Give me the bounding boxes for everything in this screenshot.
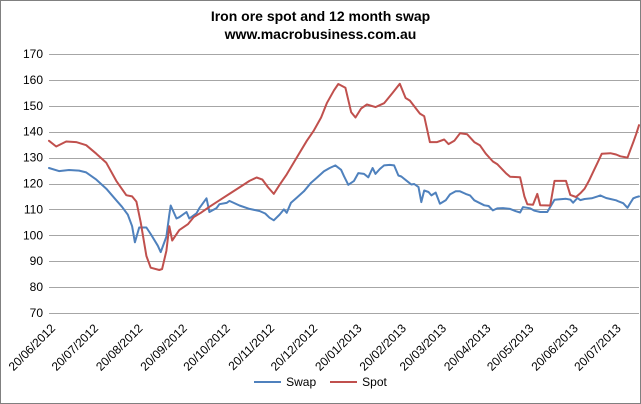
x-tick-label: 20/05/2013 <box>484 321 537 374</box>
swap-line-swatch <box>254 381 282 383</box>
y-tick-label: 160 <box>23 73 43 87</box>
y-axis-labels: 70 80 90 100 110 120 130 140 150 160 170 <box>23 47 43 320</box>
y-tick-label: 170 <box>23 47 43 61</box>
y-tick-label: 150 <box>23 99 43 113</box>
y-tick-label: 140 <box>23 125 43 139</box>
legend-label-spot: Spot <box>362 375 387 389</box>
y-tick-label: 100 <box>23 228 43 242</box>
y-tick-label: 70 <box>30 306 44 320</box>
spot-line <box>48 82 640 271</box>
y-tick-label: 90 <box>30 254 44 268</box>
x-tick-label: 20/12/2012 <box>268 321 321 374</box>
legend-label-swap: Swap <box>286 375 317 389</box>
x-axis-labels: 20/06/201220/07/201220/08/201220/09/2012… <box>6 321 624 374</box>
y-tick-label: 130 <box>23 151 43 165</box>
x-tick-label: 20/07/2013 <box>571 321 624 374</box>
y-gridlines <box>49 54 639 314</box>
chart-title: Iron ore spot and 12 month swap <box>210 8 431 24</box>
x-tick-label: 20/08/2012 <box>93 321 146 374</box>
x-tick-label: 20/01/2013 <box>312 321 365 374</box>
spot-line-swatch <box>330 381 358 383</box>
x-tick-label: 20/10/2012 <box>180 321 233 374</box>
chart-header: Iron ore spot and 12 month swap www.macr… <box>1 7 640 43</box>
legend: Swap Spot <box>1 375 640 389</box>
legend-item-spot: Spot <box>330 375 387 389</box>
y-tick-label: 120 <box>23 177 43 191</box>
y-tick-label: 110 <box>24 202 43 216</box>
chart-subtitle: www.macrobusiness.com.au <box>224 26 417 42</box>
legend-item-swap: Swap <box>254 375 316 389</box>
swap-line <box>48 163 640 254</box>
x-tick-label: 20/07/2012 <box>49 321 102 374</box>
y-tick-label: 80 <box>30 280 44 294</box>
